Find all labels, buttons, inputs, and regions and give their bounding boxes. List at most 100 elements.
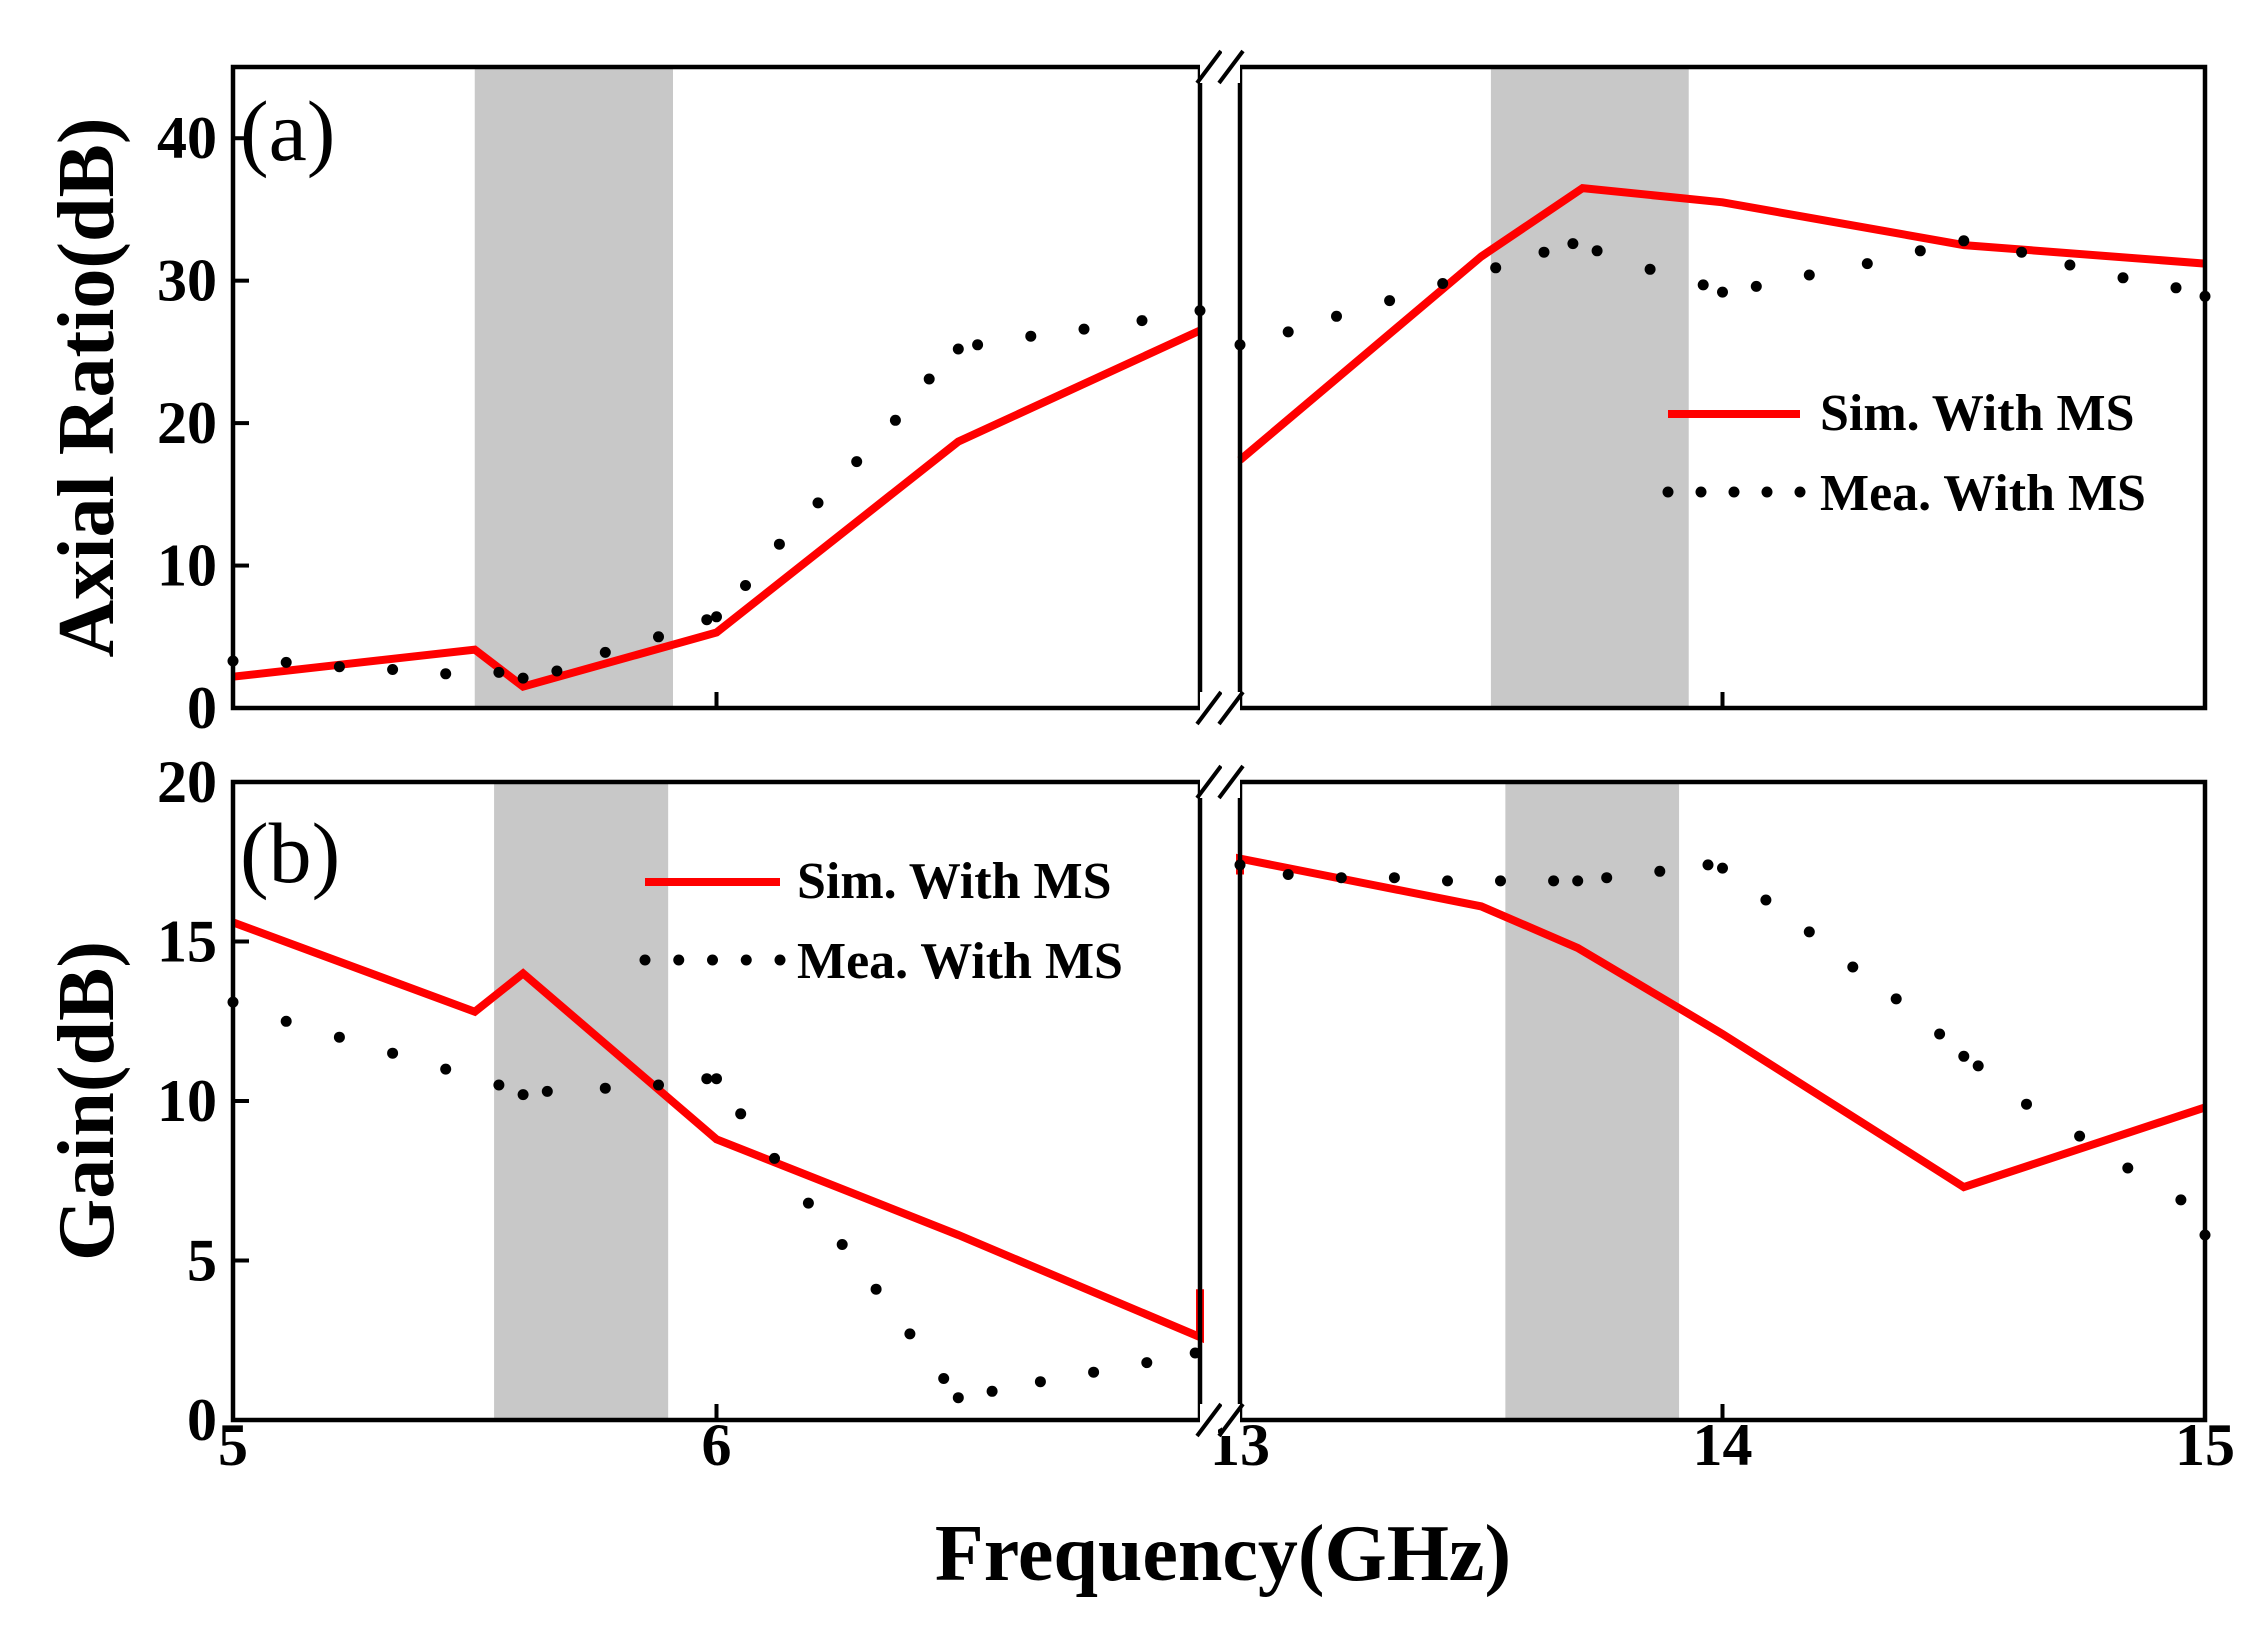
mea-point [802, 1197, 814, 1209]
legend-mea-swatch [639, 954, 651, 966]
mea-point [851, 456, 863, 468]
legend-sim-label: Sim. With MS [797, 853, 1112, 910]
panel-label: (b) [240, 805, 340, 901]
mea-point [870, 1283, 882, 1295]
mea-point [740, 580, 751, 591]
mea-point [904, 1328, 916, 1340]
mea-point [773, 538, 785, 550]
legend-mea-swatch [1662, 486, 1674, 498]
y-axis-title: Gain(dB) [43, 941, 131, 1261]
mea-point [333, 661, 345, 673]
mea-point [517, 672, 529, 684]
mea-point [1548, 875, 1560, 887]
axis-break-mark [1217, 1402, 1245, 1438]
mea-point [1861, 258, 1873, 270]
plot-segment-2: 13 14 15 [1210, 779, 2235, 1478]
mea-point [1934, 1028, 1946, 1040]
mea-point [1697, 279, 1709, 291]
legend-mea-swatch [774, 954, 786, 966]
mea-point [2064, 259, 2076, 271]
mea-point [1717, 862, 1728, 874]
legend-mea-swatch [673, 954, 685, 966]
mea-point [1803, 926, 1815, 938]
y-tick-label: 15 [157, 909, 217, 975]
mea-point [280, 1015, 292, 1027]
mea-point [2016, 246, 2028, 258]
mea-point [2175, 1194, 2187, 1206]
mea-point [440, 1063, 452, 1075]
mea-point [1717, 286, 1728, 298]
legend: Sim. With MS Mea. With MS [639, 853, 1123, 990]
sim-line [1236, 853, 2207, 1192]
mea-point [1538, 246, 1550, 258]
mea-point [952, 343, 964, 355]
mea-point [440, 668, 452, 680]
mea-point [938, 1373, 950, 1384]
mea-point [2170, 282, 2182, 294]
mea-point [1495, 875, 1506, 887]
mea-point [1388, 872, 1400, 884]
mea-point [1591, 245, 1603, 257]
mea-point [280, 656, 292, 668]
mea-point [836, 1239, 848, 1250]
shaded-band [1490, 69, 1689, 706]
legend-sim-label: Sim. With MS [1820, 385, 2135, 442]
shaded-band [494, 784, 669, 1418]
mea-point [701, 614, 713, 626]
plot-segment-2 [1234, 64, 2211, 711]
mea-point [387, 664, 399, 675]
legend-mea-swatch [740, 954, 752, 966]
mea-point [1654, 865, 1666, 877]
mea-point [1136, 315, 1148, 327]
mea-point [1572, 875, 1584, 887]
axis-break-mark [1217, 690, 1245, 726]
mea-point [769, 1152, 780, 1164]
mea-point [711, 611, 722, 623]
mea-point [1914, 245, 1926, 257]
y-tick-label: 10 [157, 1068, 217, 1134]
legend-mea-swatch [1728, 486, 1740, 498]
mea-point [701, 1073, 713, 1085]
legend-mea-swatch [1761, 486, 1773, 498]
y-tick-label: 20 [157, 749, 217, 815]
mea-point [812, 497, 824, 509]
mea-point [711, 1073, 722, 1085]
axis-break-mark [1195, 690, 1223, 726]
mea-point [653, 1079, 664, 1091]
mea-point [1384, 295, 1396, 307]
mea-point [541, 1085, 553, 1097]
axis-break-mark [1217, 49, 1245, 85]
legend-mea-swatch [1794, 486, 1806, 498]
mea-point [493, 1079, 505, 1091]
mea-point [1972, 1060, 1984, 1072]
mea-point [1331, 310, 1342, 322]
y-tick-label: 5 [187, 1228, 217, 1294]
axis-break-mark [1217, 764, 1245, 800]
plot-segment-1: 0 10 20 30 40 [157, 64, 1206, 741]
y-tick-label: 0 [187, 1387, 217, 1453]
legend-mea-swatch [707, 954, 718, 966]
mea-point [1282, 326, 1294, 338]
mea-point [952, 1392, 964, 1404]
mea-point [1335, 872, 1347, 884]
x-tick-label: 6 [702, 1412, 732, 1478]
legend: Sim. With MS Mea. With MS [1662, 385, 2146, 522]
mea-point [1025, 330, 1037, 342]
axis-break-mark [1195, 764, 1223, 800]
sim-line [1237, 183, 2206, 464]
mea-point [1078, 323, 1090, 335]
mea-point [599, 1082, 611, 1094]
x-tick-label: 15 [2175, 1412, 2235, 1478]
mea-point [1958, 235, 1970, 247]
x-tick-label: 14 [1693, 1412, 1753, 1478]
mea-point [1760, 894, 1772, 906]
mea-point [1750, 280, 1762, 292]
mea-point [1437, 278, 1449, 289]
x-tick-label: 5 [218, 1412, 248, 1478]
mea-point [387, 1047, 399, 1059]
mea-point [972, 339, 984, 351]
mea-point [1088, 1366, 1100, 1378]
